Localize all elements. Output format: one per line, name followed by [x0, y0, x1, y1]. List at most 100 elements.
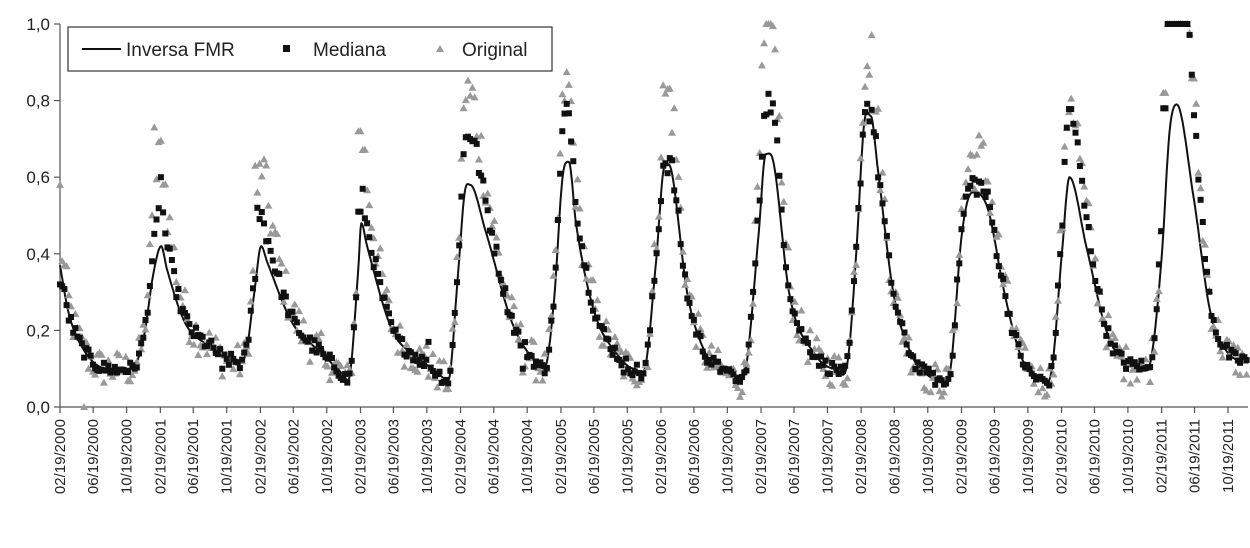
original-point — [744, 348, 753, 356]
mediana-point — [445, 380, 452, 387]
mediana-point — [769, 100, 776, 107]
mediana-point — [138, 340, 145, 347]
mediana-point — [528, 352, 535, 359]
mediana-point — [250, 285, 256, 292]
mediana-point — [971, 176, 978, 183]
mediana-point — [412, 351, 419, 358]
mediana-point — [842, 362, 849, 369]
original-point — [817, 347, 826, 355]
mediana-point — [844, 353, 851, 360]
mediana-point — [798, 326, 805, 333]
original-point — [696, 324, 705, 332]
original-point — [1111, 334, 1119, 341]
mediana-point — [484, 207, 491, 214]
mediana-point — [1092, 278, 1099, 284]
mediana-point — [752, 260, 759, 267]
original-point — [768, 22, 777, 30]
original-point — [972, 150, 981, 158]
mediana-point — [133, 364, 140, 371]
original-point — [336, 362, 345, 369]
mediana-point — [190, 333, 197, 339]
mediana-point — [888, 279, 895, 286]
original-point — [661, 89, 670, 97]
original-point — [935, 387, 944, 395]
original-point — [1152, 294, 1161, 302]
original-point — [161, 180, 170, 188]
x-tick-label: 02/19/2001 — [152, 419, 169, 494]
mediana-point — [1149, 354, 1156, 361]
mediana-point — [1024, 361, 1031, 368]
original-point — [975, 131, 983, 139]
mediana-point — [375, 270, 381, 277]
original-point — [939, 388, 948, 396]
original-point — [367, 223, 376, 231]
mediana-point — [1096, 288, 1103, 295]
mediana-point — [493, 243, 500, 250]
mediana-point — [1162, 105, 1169, 112]
original-point — [450, 317, 459, 325]
mediana-point — [68, 314, 74, 320]
original-point — [1104, 311, 1113, 319]
mediana-point — [392, 326, 399, 333]
mediana-point — [706, 356, 713, 363]
x-tick-label: 02/19/2006 — [653, 419, 670, 494]
mediana-point — [416, 361, 423, 368]
original-point — [994, 230, 1003, 238]
original-point — [382, 285, 391, 293]
mediana-point — [655, 226, 662, 233]
mediana-point — [1112, 342, 1118, 349]
mediana-point — [776, 172, 783, 179]
mediana-point — [840, 367, 846, 374]
mediana-point — [763, 111, 770, 118]
original-point — [1067, 94, 1076, 102]
mediana-point — [780, 242, 787, 249]
x-tick-label: 02/19/2007 — [753, 419, 770, 494]
original-point — [255, 159, 264, 167]
mediana-point — [743, 367, 750, 374]
mediana-point — [508, 312, 515, 319]
mediana-point — [640, 370, 647, 377]
mediana-point — [995, 263, 1002, 270]
mediana-point — [497, 277, 504, 283]
mediana-point — [1237, 359, 1243, 366]
y-tick-label: 1,0 — [26, 15, 50, 34]
mediana-point — [368, 249, 375, 256]
mediana-point — [791, 310, 798, 317]
original-point — [564, 80, 573, 88]
mediana-point — [166, 245, 173, 252]
mediana-point — [982, 194, 989, 200]
original-point — [464, 76, 472, 84]
mediana-point — [1013, 332, 1020, 338]
mediana-point — [366, 234, 373, 241]
mediana-point — [699, 348, 706, 355]
mediana-point — [877, 182, 884, 189]
mediana-point — [414, 358, 421, 365]
mediana-point — [225, 361, 232, 368]
mediana-point — [1050, 354, 1057, 361]
mediana-point — [285, 312, 292, 319]
mediana-point — [649, 293, 656, 300]
mediana-point — [1155, 261, 1162, 268]
mediana-point — [682, 271, 689, 278]
mediana-point — [1107, 340, 1114, 347]
mediana-point — [820, 361, 827, 368]
mediana-point — [1138, 357, 1145, 364]
original-point — [56, 180, 64, 188]
original-point — [558, 90, 567, 98]
mediana-point — [565, 110, 572, 117]
mediana-point — [269, 257, 276, 264]
mediana-point — [872, 133, 879, 140]
x-tick-label: 10/19/2010 — [1120, 419, 1137, 494]
mediana-point — [146, 283, 153, 289]
mediana-point — [901, 329, 908, 336]
mediana-point — [280, 289, 287, 296]
mediana-point — [978, 179, 985, 186]
mediana-point — [804, 339, 811, 346]
mediana-point — [669, 157, 675, 164]
mediana-point — [179, 306, 186, 312]
original-point — [1150, 347, 1159, 355]
original-point — [1236, 370, 1244, 378]
mediana-point — [339, 376, 346, 383]
mediana-point — [673, 197, 680, 204]
mediana-point — [388, 319, 395, 326]
